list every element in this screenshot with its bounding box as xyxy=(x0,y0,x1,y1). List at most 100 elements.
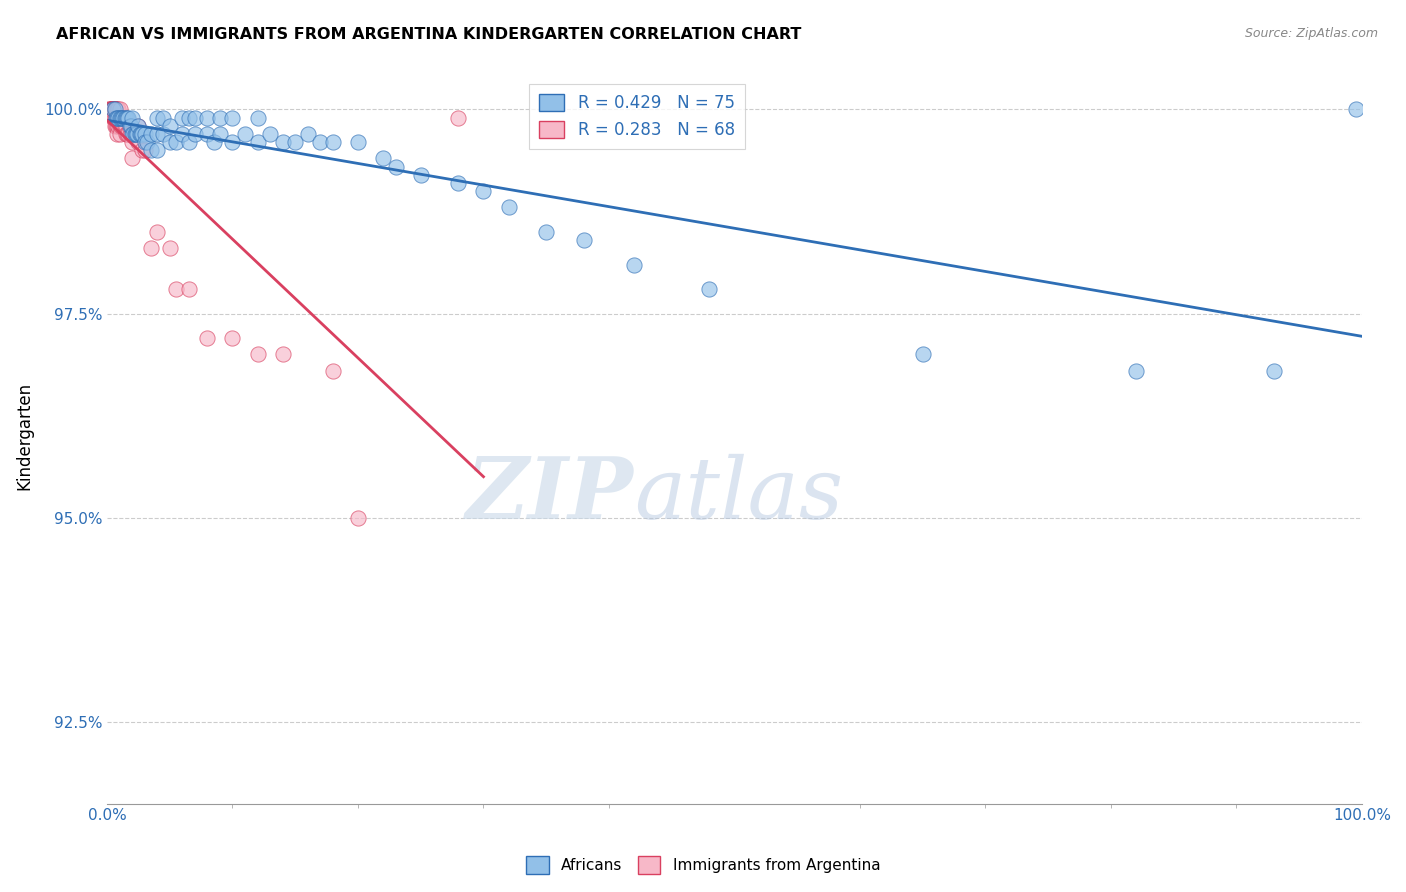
Point xyxy=(103,103,125,117)
Point xyxy=(195,111,218,125)
Point xyxy=(246,347,269,361)
Point xyxy=(184,111,207,125)
Point xyxy=(131,143,153,157)
Point xyxy=(128,127,150,141)
Point xyxy=(105,119,128,133)
Point xyxy=(131,127,153,141)
Point xyxy=(129,127,152,141)
Point xyxy=(103,103,125,117)
Point xyxy=(347,135,370,149)
Point xyxy=(309,135,332,149)
Point xyxy=(271,347,294,361)
Point xyxy=(177,135,200,149)
Point xyxy=(122,127,145,141)
Point xyxy=(111,111,134,125)
Text: ZIP: ZIP xyxy=(467,453,634,537)
Point xyxy=(124,127,146,141)
Legend: Africans, Immigrants from Argentina: Africans, Immigrants from Argentina xyxy=(520,850,886,880)
Point xyxy=(100,103,122,117)
Point xyxy=(284,135,307,149)
Point xyxy=(110,111,132,125)
Point xyxy=(472,184,495,198)
Point xyxy=(159,135,181,149)
Point xyxy=(101,103,124,117)
Point xyxy=(101,103,124,117)
Point xyxy=(146,143,169,157)
Y-axis label: Kindergarten: Kindergarten xyxy=(15,382,32,490)
Point xyxy=(101,103,124,117)
Point xyxy=(146,111,169,125)
Point xyxy=(159,119,181,133)
Point xyxy=(121,135,143,149)
Point xyxy=(111,119,134,133)
Point xyxy=(105,103,128,117)
Point xyxy=(246,135,269,149)
Point xyxy=(103,103,125,117)
Point xyxy=(103,119,125,133)
Point xyxy=(146,127,169,141)
Point xyxy=(699,282,721,296)
Point xyxy=(447,111,470,125)
Point xyxy=(124,127,146,141)
Point xyxy=(103,103,125,117)
Point xyxy=(1263,364,1285,378)
Point xyxy=(322,364,344,378)
Point xyxy=(134,127,156,141)
Point xyxy=(100,103,122,117)
Point xyxy=(165,282,187,296)
Point xyxy=(208,111,231,125)
Point xyxy=(98,103,121,117)
Point xyxy=(409,168,432,182)
Point xyxy=(108,111,131,125)
Point xyxy=(139,127,162,141)
Point xyxy=(118,127,141,141)
Point xyxy=(114,111,136,125)
Point xyxy=(103,103,125,117)
Point xyxy=(105,127,128,141)
Point xyxy=(100,103,122,117)
Point xyxy=(572,233,595,247)
Point xyxy=(112,119,135,133)
Point xyxy=(127,127,149,141)
Point xyxy=(115,111,138,125)
Point xyxy=(172,127,194,141)
Point xyxy=(104,119,127,133)
Point xyxy=(103,111,125,125)
Point xyxy=(221,111,243,125)
Point xyxy=(177,282,200,296)
Point xyxy=(105,111,128,125)
Point xyxy=(911,347,934,361)
Point xyxy=(118,119,141,133)
Point xyxy=(447,176,470,190)
Point xyxy=(121,152,143,166)
Point xyxy=(107,111,129,125)
Point xyxy=(103,103,125,117)
Point xyxy=(195,331,218,345)
Point xyxy=(114,127,136,141)
Point xyxy=(1344,103,1367,117)
Point xyxy=(134,143,156,157)
Point xyxy=(165,135,187,149)
Point xyxy=(297,127,319,141)
Point xyxy=(498,200,520,214)
Point xyxy=(101,103,124,117)
Point xyxy=(208,127,231,141)
Point xyxy=(108,119,131,133)
Point xyxy=(114,111,136,125)
Point xyxy=(112,111,135,125)
Point xyxy=(127,119,149,133)
Text: atlas: atlas xyxy=(634,453,844,536)
Point xyxy=(623,258,645,272)
Point xyxy=(172,111,194,125)
Point xyxy=(146,225,169,239)
Point xyxy=(322,135,344,149)
Point xyxy=(100,103,122,117)
Point xyxy=(104,111,127,125)
Point xyxy=(103,103,125,117)
Point xyxy=(120,127,142,141)
Point xyxy=(103,111,125,125)
Point xyxy=(117,127,139,141)
Legend: R = 0.429   N = 75, R = 0.283   N = 68: R = 0.429 N = 75, R = 0.283 N = 68 xyxy=(530,84,745,149)
Point xyxy=(107,111,129,125)
Point xyxy=(159,241,181,255)
